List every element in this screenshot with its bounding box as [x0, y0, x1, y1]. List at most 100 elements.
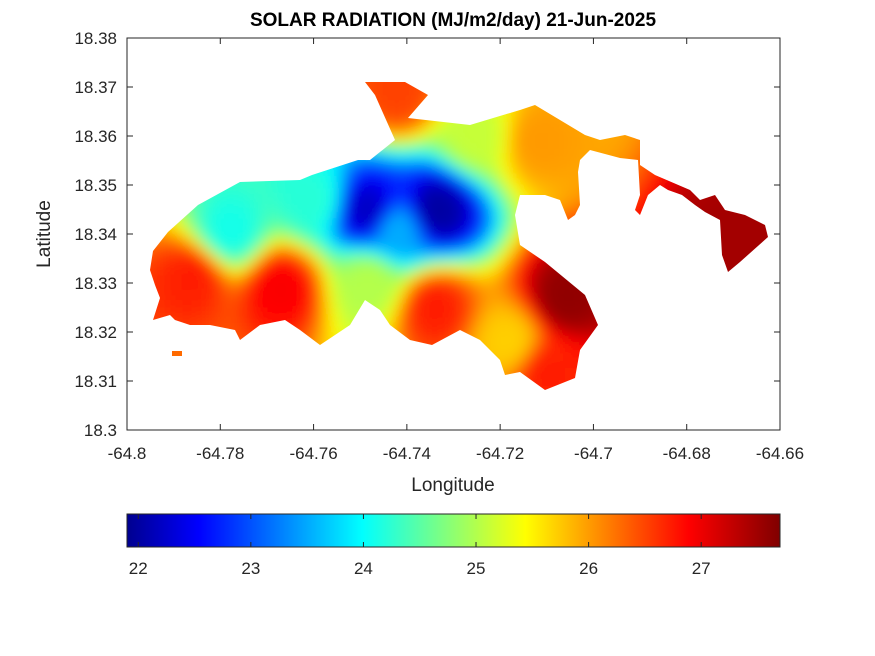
heatmap-cell	[409, 296, 416, 303]
heatmap-cell	[289, 308, 296, 315]
heatmap-cell	[529, 272, 536, 279]
heatmap-cell	[373, 82, 380, 87]
heatmap-cell	[403, 158, 410, 165]
heatmap-cell	[241, 290, 248, 297]
heatmap-cell	[223, 212, 230, 219]
heatmap-cell	[265, 290, 272, 297]
heatmap-cell	[559, 290, 566, 297]
heatmap-cell	[475, 224, 482, 231]
heatmap-cell	[499, 128, 506, 135]
heatmap-cell	[487, 260, 494, 267]
heatmap-cell	[403, 82, 410, 87]
heatmap-cell	[571, 176, 578, 183]
heatmap-cell	[205, 308, 212, 315]
heatmap-cell	[505, 218, 512, 225]
heatmap-cell	[511, 266, 518, 273]
heatmap-cell	[577, 134, 584, 141]
heatmap-cell	[331, 248, 338, 255]
heatmap-cell	[415, 182, 422, 189]
heatmap-cell	[439, 152, 446, 159]
heatmap-cell	[403, 200, 410, 207]
heatmap-cell	[211, 200, 218, 207]
heatmap-cell	[457, 122, 464, 129]
heatmap-cell	[403, 98, 410, 105]
heatmap-cell	[217, 284, 224, 291]
heatmap-cell	[445, 122, 452, 129]
heatmap-cell	[499, 164, 506, 171]
heatmap-cell	[391, 206, 398, 213]
heatmap-cell	[499, 296, 506, 303]
heatmap-cell	[445, 146, 452, 153]
heatmap-cell	[409, 272, 416, 279]
heatmap-cell	[187, 236, 194, 243]
heatmap-cell	[487, 302, 494, 309]
heatmap-cell	[247, 206, 254, 213]
heatmap-cell	[463, 182, 470, 189]
heatmap-cell	[433, 170, 440, 177]
heatmap-cell	[541, 140, 548, 147]
heatmap-cell	[463, 128, 470, 135]
heatmap-cell	[439, 182, 446, 189]
heatmap-cell	[175, 284, 182, 291]
heatmap-cell	[217, 278, 224, 285]
plot-area	[126, 37, 781, 431]
heatmap-cell	[427, 152, 434, 159]
heatmap-cell	[379, 290, 386, 297]
heatmap-cell	[343, 278, 350, 285]
heatmap-cell	[481, 128, 488, 135]
heatmap-cell	[475, 128, 482, 135]
heatmap-cell	[199, 200, 206, 207]
heatmap-cell	[481, 224, 488, 231]
heatmap-cell	[229, 278, 236, 285]
heatmap-cell	[265, 272, 272, 279]
heatmap-cell	[433, 176, 440, 183]
heatmap-cell	[337, 188, 344, 195]
heatmap-cell	[445, 206, 452, 213]
heatmap-cell	[379, 170, 386, 177]
heatmap-cell	[253, 260, 260, 267]
heatmap-cell	[487, 278, 494, 285]
heatmap-cell	[481, 194, 488, 201]
heatmap-cell	[709, 206, 716, 213]
heatmap-cell	[415, 230, 422, 237]
heatmap-cell	[283, 212, 290, 219]
heatmap-cell	[469, 248, 476, 255]
heatmap-cell	[247, 290, 254, 297]
heatmap-cell	[445, 128, 452, 135]
heatmap-cell	[379, 278, 386, 285]
heatmap-cell	[445, 302, 452, 309]
heatmap-cell	[565, 122, 572, 129]
heatmap-cell	[451, 200, 458, 207]
heatmap-cell	[241, 266, 248, 273]
heatmap-cell	[337, 290, 344, 297]
heatmap-cell	[565, 176, 572, 183]
heatmap-cell	[451, 230, 458, 237]
heatmap-cell	[565, 152, 572, 159]
heatmap-cell	[505, 134, 512, 141]
heatmap-cell	[535, 104, 542, 111]
heatmap-cell	[241, 302, 248, 309]
heatmap-cell	[493, 134, 500, 141]
heatmap-cell	[505, 302, 512, 309]
heatmap-cell	[433, 236, 440, 243]
heatmap-cell	[751, 236, 758, 243]
heatmap-cell	[259, 260, 266, 267]
heatmap-cell	[505, 146, 512, 153]
heatmap-cell	[637, 200, 644, 207]
heatmap-cell	[349, 230, 356, 237]
heatmap-cell	[421, 92, 428, 99]
heatmap-cell	[355, 260, 362, 267]
heatmap-cell	[535, 302, 542, 309]
heatmap-cell	[487, 176, 494, 183]
heatmap-cell	[253, 290, 260, 297]
heatmap-cell	[289, 296, 296, 303]
heatmap-cell	[403, 266, 410, 273]
heatmap-cell	[529, 182, 536, 189]
heatmap-cell	[349, 242, 356, 249]
heatmap-cell	[331, 302, 338, 309]
heatmap-cell	[277, 248, 284, 255]
heatmap-cell	[733, 230, 740, 237]
heatmap-cell	[745, 230, 752, 237]
heatmap-cell	[469, 296, 476, 303]
heatmap-cell	[469, 224, 476, 231]
